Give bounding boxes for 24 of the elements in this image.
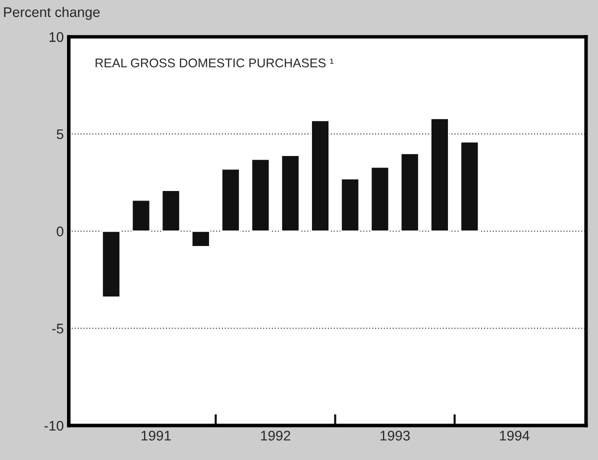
y-tick-label: 0 <box>56 226 64 236</box>
bar <box>310 120 330 232</box>
bar <box>280 154 300 232</box>
bar <box>340 178 360 232</box>
y-tick-label: -5 <box>52 324 64 334</box>
bar <box>430 118 450 232</box>
bar <box>400 152 420 232</box>
bar <box>161 190 181 232</box>
y-axis-title: Percent change <box>4 6 100 20</box>
x-tick-label: 1994 <box>500 430 530 441</box>
bar <box>250 158 270 232</box>
y-tick-label: 5 <box>56 129 64 140</box>
y-tick-label: -10 <box>44 420 64 431</box>
bar <box>370 166 390 232</box>
x-tick-label: 1991 <box>142 430 171 441</box>
x-tick-label: 1992 <box>261 430 290 441</box>
bar <box>220 168 240 232</box>
bar <box>191 230 210 248</box>
bar <box>102 230 121 298</box>
text: REAL GROSS DOMESTIC PURCHASES ¹ <box>96 58 334 68</box>
y-tick-label: 10 <box>50 32 64 42</box>
bar <box>131 199 151 232</box>
x-tick-label: 1993 <box>380 430 410 441</box>
bar <box>460 141 480 232</box>
